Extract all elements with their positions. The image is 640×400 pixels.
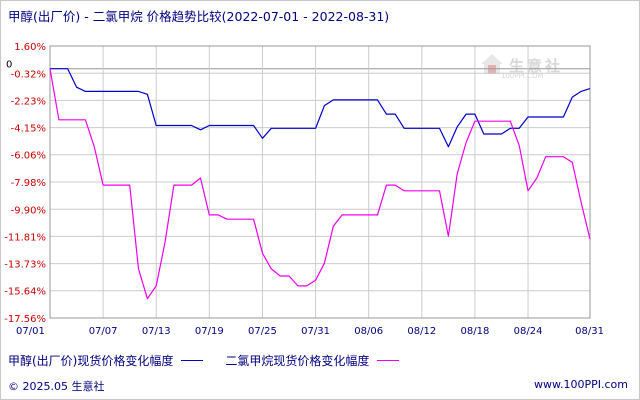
x-tick-label: 08/18 <box>461 326 490 337</box>
y-tick-label: -6.06% <box>11 151 46 162</box>
legend-label-series1: 甲醇(出厂价)现货价格变化幅度 <box>8 354 174 368</box>
x-tick-label: 07/01 <box>16 326 45 337</box>
series <box>49 68 591 300</box>
y-tick-label: -11.81% <box>4 232 46 243</box>
x-tick-label: 08/06 <box>354 326 383 337</box>
legend-swatch-series2 <box>377 360 400 361</box>
chart-title: 甲醇(出厂价) - 二氯甲烷 价格趋势比较(2022-07-01 - 2022-… <box>8 9 390 24</box>
series-line-2 <box>49 68 591 300</box>
y-tick-label: -7.98% <box>11 178 46 189</box>
y-tick-label: -13.73% <box>4 260 46 271</box>
y-tick-label: -9.90% <box>11 205 46 216</box>
x-tick-label: 07/19 <box>195 326 224 337</box>
grid <box>49 45 591 319</box>
copyright: © 2025.05 生意社 <box>8 380 105 393</box>
x-tick-label: 08/31 <box>575 326 604 337</box>
legend-item-series1: 甲醇(出厂价)现货价格变化幅度 <box>8 352 211 369</box>
y-tick-label: 1.60% <box>14 42 46 53</box>
x-tick-label: 07/31 <box>301 326 330 337</box>
y-tick-label: -17.56% <box>4 314 46 325</box>
site-link[interactable]: www.100PPI.com <box>534 378 628 391</box>
legend-swatch-series1 <box>181 360 204 361</box>
watermark: 生意社 100PPI.COM <box>479 52 563 80</box>
tick-labels: 1.60%0-0.32% -2.23% -4.15% -6.06% -7.98% -9.9… <box>4 42 604 337</box>
x-tick-label: 07/07 <box>89 326 118 337</box>
watermark-url: 100PPI.COM <box>501 72 544 80</box>
x-tick-label: 07/13 <box>142 326 171 337</box>
x-tick-label: 07/25 <box>248 326 277 337</box>
y-tick-label: -2.23% <box>11 96 46 107</box>
legend-label-series2: 二氯甲烷现货价格变化幅度 <box>225 354 370 368</box>
legend-item-series2: 二氯甲烷现货价格变化幅度 <box>225 352 407 369</box>
x-tick-label: 08/24 <box>514 326 543 337</box>
y-tick-label: -4.15% <box>11 124 46 135</box>
y-tick-label: -0.32% <box>11 69 46 80</box>
legend: 甲醇(出厂价)现货价格变化幅度 二氯甲烷现货价格变化幅度 <box>8 352 407 369</box>
axes <box>49 45 591 319</box>
x-tick-label: 08/12 <box>407 326 436 337</box>
plot-border <box>49 45 591 319</box>
y-tick-label: 0 <box>6 60 12 71</box>
watermark-name: 生意社 <box>509 57 564 75</box>
series-line-1 <box>50 68 591 148</box>
y-tick-label: -15.64% <box>4 287 46 298</box>
